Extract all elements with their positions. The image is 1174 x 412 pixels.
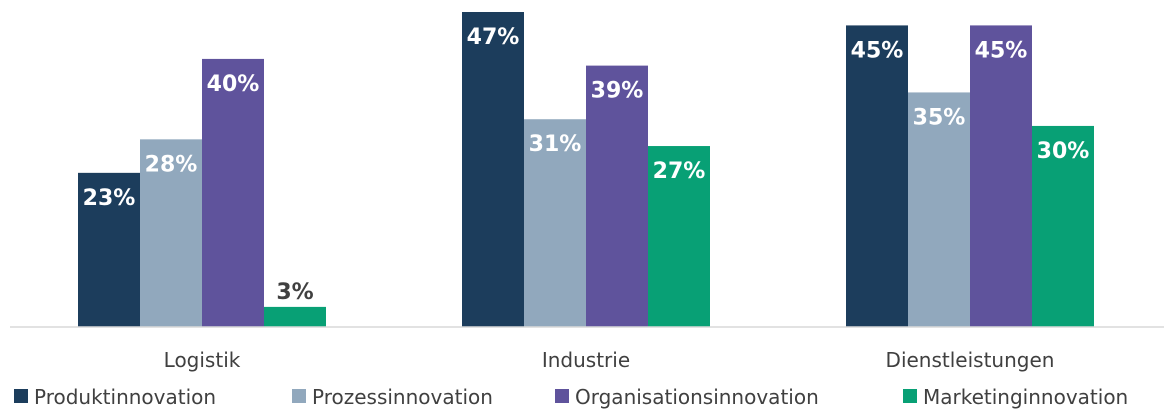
bar-dienstleistungen-1 [908, 92, 970, 327]
bar-logistik-1 [140, 139, 202, 327]
legend-swatch [14, 389, 28, 403]
category-label: Industrie [542, 348, 630, 372]
legend-label: Prozessinnovation [312, 385, 493, 409]
category-label: Dienstleistungen [886, 348, 1055, 372]
bar-dienstleistungen-2 [970, 25, 1032, 327]
legend: Produktinnovation Prozessinnovation Organi… [14, 385, 1128, 409]
data-label: 39% [591, 79, 644, 104]
bar-industrie-3 [648, 146, 710, 327]
bar-logistik-2 [202, 58, 264, 328]
bar-industrie-2 [586, 65, 648, 328]
data-label: 3% [276, 280, 313, 305]
legend-swatch [555, 389, 569, 403]
category-label: Logistik [164, 348, 241, 372]
data-label: 35% [913, 105, 966, 130]
data-label: 28% [145, 152, 198, 177]
bar-industrie-1 [524, 119, 586, 327]
bars-group: 23% 28% 40% 3% 47% 31% 39% 27% 45% 35% 45% 30% [78, 12, 1094, 328]
data-label: 47% [467, 25, 520, 50]
bar-dienstleistungen-0 [846, 25, 908, 327]
bar-dienstleistungen-3 [1032, 125, 1094, 327]
bar-logistik-3 [264, 306, 326, 327]
data-label: 23% [83, 186, 136, 211]
data-label: 40% [207, 72, 260, 97]
legend-label: Produktinnovation [34, 385, 216, 409]
data-label: 45% [975, 38, 1028, 63]
legend-label: Marketinginnovation [923, 385, 1128, 409]
legend-label: Organisationsinnovation [575, 385, 819, 409]
data-label: 31% [529, 132, 582, 157]
bar-industrie-0 [462, 12, 524, 327]
legend-swatch [903, 389, 917, 403]
category-labels: Logistik Industrie Dienstleistungen [164, 348, 1055, 372]
bar-logistik-0 [78, 172, 140, 327]
legend-swatch [292, 389, 306, 403]
data-label: 27% [653, 159, 706, 184]
data-label: 45% [851, 38, 904, 63]
data-label: 30% [1037, 139, 1090, 164]
